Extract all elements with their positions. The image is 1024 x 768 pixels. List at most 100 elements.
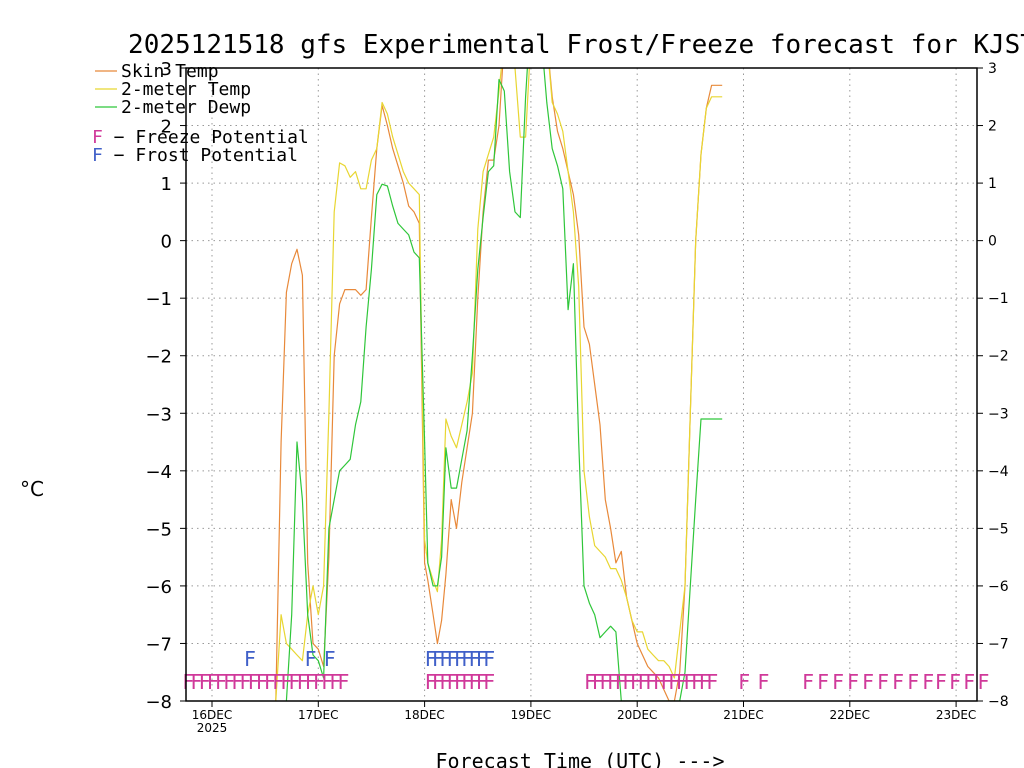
legend-flag-frost: F − Frost Potential bbox=[92, 145, 298, 166]
y-tick-label-left: −8 bbox=[145, 692, 172, 713]
y-tick-label-right: −4 bbox=[988, 464, 1009, 480]
frost-flag: F bbox=[468, 647, 480, 671]
y-tick-label-right: −2 bbox=[988, 349, 1009, 365]
y-tick-label-right: 3 bbox=[988, 61, 997, 77]
freeze-flag: F bbox=[668, 670, 680, 694]
freeze-flag: F bbox=[949, 670, 961, 694]
freeze-flag: F bbox=[922, 670, 934, 694]
freeze-flag: F bbox=[877, 670, 889, 694]
y-tick-label-right: −5 bbox=[988, 521, 1009, 537]
freeze-flag: F bbox=[223, 670, 235, 694]
legend-flag-freeze: F − Freeze Potential bbox=[92, 127, 309, 148]
freeze-flag: F bbox=[199, 670, 211, 694]
y-tick-label-left: −5 bbox=[145, 519, 172, 540]
freeze-flag: F bbox=[297, 670, 309, 694]
freeze-flag: F bbox=[454, 670, 466, 694]
freeze-flag: F bbox=[738, 670, 750, 694]
y-tick-label-left: 1 bbox=[161, 174, 172, 195]
y-tick-label-left: 0 bbox=[161, 232, 172, 253]
freeze-flag: F bbox=[425, 670, 437, 694]
freeze-flag: F bbox=[313, 670, 325, 694]
y-tick-label-right: −6 bbox=[988, 579, 1009, 595]
y-tick-label-left: −7 bbox=[145, 634, 172, 655]
x-tick-label: 21DEC bbox=[723, 708, 763, 722]
freeze-flag: F bbox=[653, 670, 665, 694]
frost-flag: F bbox=[324, 647, 336, 671]
y-tick-label-left: 2 bbox=[161, 117, 172, 138]
freeze-flag: F bbox=[439, 670, 451, 694]
freeze-flag: F bbox=[190, 670, 202, 694]
freeze-flag: F bbox=[272, 670, 284, 694]
legend-label-dewp: 2-meter Dewp bbox=[121, 97, 251, 118]
freeze-flag: F bbox=[638, 670, 650, 694]
freeze-flag: F bbox=[892, 670, 904, 694]
freeze-flag: F bbox=[847, 670, 859, 694]
y-tick-label-right: 0 bbox=[988, 234, 997, 250]
freeze-flag: F bbox=[706, 670, 718, 694]
y-axis-label: °C bbox=[20, 477, 44, 501]
legend-label-temp: 2-meter Temp bbox=[121, 79, 251, 100]
freeze-flag: F bbox=[832, 670, 844, 694]
y-tick-label-left: −1 bbox=[145, 289, 172, 310]
frost-flag: F bbox=[304, 647, 316, 671]
x-tick-label: 18DEC bbox=[404, 708, 444, 722]
y-tick-label-left: −4 bbox=[145, 462, 172, 483]
series-line-dewp bbox=[285, 68, 723, 701]
x-tick-sublabel: 2025 bbox=[197, 721, 228, 735]
freeze-flag: F bbox=[288, 670, 300, 694]
freeze-flag: F bbox=[691, 670, 703, 694]
freeze-flag: F bbox=[321, 670, 333, 694]
freeze-flag: F bbox=[468, 670, 480, 694]
freeze-flag: F bbox=[305, 670, 317, 694]
freeze-flag: F bbox=[599, 670, 611, 694]
freeze-flag: F bbox=[239, 670, 251, 694]
freeze-flag: F bbox=[645, 670, 657, 694]
freeze-flag: F bbox=[757, 670, 769, 694]
freeze-flag: F bbox=[907, 670, 919, 694]
freeze-flag: F bbox=[630, 670, 642, 694]
x-tick-label: 19DEC bbox=[511, 708, 551, 722]
freeze-flag: F bbox=[660, 670, 672, 694]
frost-flag: F bbox=[439, 647, 451, 671]
y-tick-label-left: −2 bbox=[145, 347, 172, 368]
freeze-flag: F bbox=[248, 670, 260, 694]
y-tick-label-left: −3 bbox=[145, 404, 172, 425]
freeze-flag: F bbox=[337, 670, 349, 694]
plot-frame bbox=[185, 67, 978, 702]
freeze-flag: F bbox=[182, 670, 194, 694]
freeze-flag: F bbox=[607, 670, 619, 694]
legend-label-skin: Skin Temp bbox=[121, 61, 219, 82]
freeze-flag: F bbox=[461, 670, 473, 694]
y-tick-label-right: 1 bbox=[988, 176, 997, 192]
freeze-flag: F bbox=[615, 670, 627, 694]
frost-flag: F bbox=[425, 647, 437, 671]
x-tick-label: 16DEC bbox=[192, 708, 232, 722]
freeze-flag: F bbox=[935, 670, 947, 694]
frost-flag: F bbox=[447, 647, 459, 671]
chart-title: 2025121518 gfs Experimental Frost/Freeze… bbox=[128, 30, 1024, 60]
y-tick-label-left: 3 bbox=[161, 59, 172, 80]
frost-flag: F bbox=[432, 647, 444, 671]
series-line-temp bbox=[275, 68, 723, 701]
x-tick-label: 17DEC bbox=[298, 708, 338, 722]
freeze-flag: F bbox=[264, 670, 276, 694]
x-axis-label: Forecast Time (UTC) ---> bbox=[436, 749, 725, 768]
freeze-flag: F bbox=[215, 670, 227, 694]
freeze-flag: F bbox=[977, 670, 989, 694]
freeze-flag: F bbox=[584, 670, 596, 694]
freeze-flag: F bbox=[817, 670, 829, 694]
freeze-flag: F bbox=[476, 670, 488, 694]
freeze-flag: F bbox=[207, 670, 219, 694]
freeze-flag: F bbox=[683, 670, 695, 694]
freeze-flag: F bbox=[432, 670, 444, 694]
frost-flag: F bbox=[454, 647, 466, 671]
y-tick-label-right: −7 bbox=[988, 636, 1009, 652]
freeze-flag: F bbox=[676, 670, 688, 694]
freeze-flag: F bbox=[280, 670, 292, 694]
y-tick-label-right: −1 bbox=[988, 291, 1009, 307]
series-lines bbox=[275, 68, 723, 701]
freeze-flag: F bbox=[483, 670, 495, 694]
